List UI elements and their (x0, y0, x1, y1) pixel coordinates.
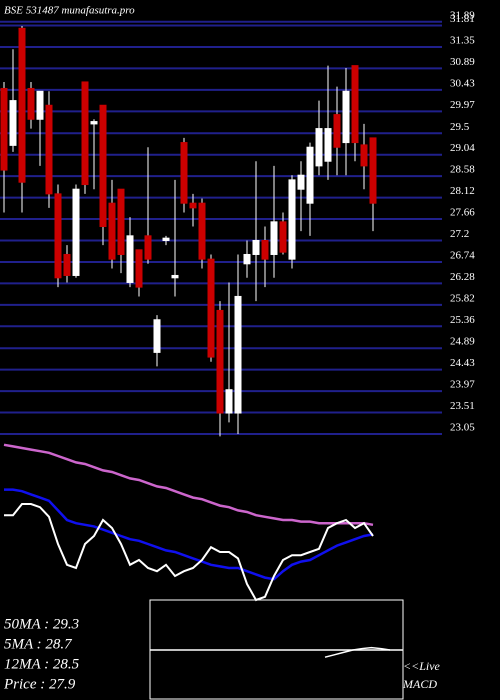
candle-body (333, 114, 341, 148)
y-tick-label: 29.04 (450, 142, 475, 154)
y-tick-label: 26.74 (450, 249, 475, 261)
candle-body (234, 295, 242, 414)
candle-body (342, 90, 350, 144)
annotation: 5MA : 28.7 (4, 636, 73, 652)
candle-body (81, 81, 89, 186)
candle-body (360, 144, 368, 167)
indicator-line (3, 443, 374, 527)
annotation: Price : 27.9 (3, 676, 76, 692)
candle-body (153, 319, 161, 353)
candle-body (306, 146, 314, 204)
candle-body (117, 188, 125, 255)
annotation: <<Live (403, 659, 441, 673)
candle-body (0, 87, 8, 171)
candle-body (279, 221, 287, 253)
candle-body (180, 142, 188, 204)
candle-body (171, 274, 179, 279)
candle-body (144, 235, 152, 260)
y-tick-label: 30.89 (450, 56, 475, 68)
y-tick-label: 25.36 (450, 314, 475, 326)
candle-body (261, 239, 269, 260)
candle-body (225, 389, 233, 414)
candle-body (90, 121, 98, 125)
y-tick-label: 31.81 (450, 13, 475, 25)
y-tick-label: 25.82 (450, 292, 475, 304)
y-tick-label: 29.97 (450, 99, 475, 111)
candle-body (198, 202, 206, 260)
candle-body (207, 258, 215, 358)
candle-body (297, 174, 305, 190)
chart-title: BSE 531487 munafasutra.pro (4, 5, 135, 17)
candle-body (99, 104, 107, 228)
y-tick-label: 30.43 (450, 77, 475, 89)
candle-body (108, 202, 116, 260)
candle-body (72, 188, 80, 276)
candle-body (126, 235, 134, 283)
candle-body (63, 253, 71, 276)
annotation: 50MA : 29.3 (4, 616, 79, 632)
macd-line (324, 646, 391, 658)
candle-body (252, 239, 260, 255)
candle-body (324, 128, 332, 162)
y-tick-label: 23.97 (450, 379, 475, 391)
y-tick-label: 23.05 (450, 422, 475, 434)
candle-body (45, 104, 53, 195)
candle-body (54, 193, 62, 279)
y-tick-label: 27.2 (450, 228, 469, 240)
indicator-line (4, 503, 374, 602)
candle-body (288, 179, 296, 260)
candle-body (162, 237, 170, 241)
candle-body (351, 65, 359, 144)
candle-body (27, 87, 35, 120)
y-tick-label: 29.5 (450, 121, 470, 133)
annotation: MACD (402, 677, 437, 691)
y-tick-label: 31.89 (450, 9, 475, 21)
candle-body (189, 202, 197, 209)
candle-body (36, 90, 44, 120)
y-tick-label: 26.28 (450, 271, 475, 283)
y-tick-label: 24.43 (450, 357, 475, 369)
y-tick-label: 27.66 (450, 207, 475, 219)
y-tick-label: 31.35 (450, 35, 475, 47)
candle-body (315, 128, 323, 167)
candle-body (369, 137, 377, 204)
annotation: 12MA : 28.5 (4, 656, 80, 672)
indicator-line (4, 488, 374, 581)
candle-body (135, 249, 143, 288)
y-tick-label: 28.58 (450, 164, 475, 176)
candle-body (18, 27, 26, 183)
candle-body (270, 221, 278, 255)
y-tick-label: 24.89 (450, 336, 475, 348)
candle-body (9, 100, 17, 146)
y-tick-label: 23.51 (450, 400, 475, 412)
candle-body (243, 253, 251, 265)
y-tick-label: 28.12 (450, 185, 475, 197)
candle-body (216, 309, 224, 414)
